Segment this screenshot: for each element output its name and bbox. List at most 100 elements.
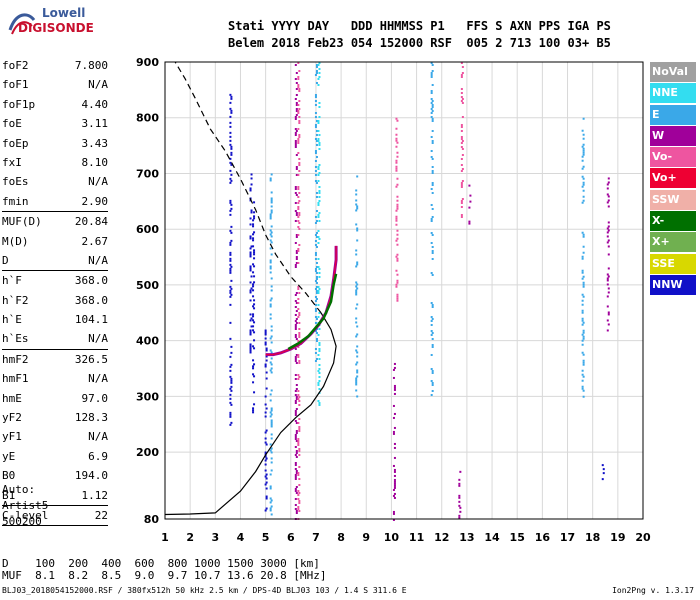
echo-dot	[606, 235, 609, 238]
echo-dot	[355, 253, 358, 256]
echo-dot	[270, 469, 273, 472]
echo-dot	[250, 183, 253, 186]
echo-dot	[318, 404, 321, 406]
echo-dot	[230, 231, 233, 234]
echo-dot	[270, 191, 273, 194]
echo-dot	[356, 263, 359, 266]
logo-text-digisonde: DIGISONDE	[18, 21, 94, 35]
echo-dot	[468, 184, 471, 187]
echo-dot	[315, 156, 318, 158]
echo-dot	[607, 291, 610, 294]
echo-dot	[249, 255, 252, 258]
echo-dot	[230, 239, 233, 242]
echo-dot	[298, 328, 301, 330]
echo-dot	[430, 368, 433, 370]
echo-dot	[395, 217, 398, 220]
echo-dot	[317, 290, 320, 292]
echo-dot	[393, 492, 396, 495]
echo-dot	[230, 293, 233, 296]
echo-dot	[461, 66, 464, 68]
param-row-g3-3: h`Es N/A	[2, 329, 108, 348]
echo-dot	[269, 305, 272, 308]
echo-dot	[249, 217, 252, 220]
param-value: 194.0	[74, 469, 108, 483]
echo-dot	[297, 234, 300, 236]
echo-dot	[606, 231, 609, 234]
echo-dot	[393, 412, 396, 415]
echo-dot	[269, 487, 272, 490]
echo-dot	[318, 268, 321, 270]
echo-dot	[607, 287, 610, 290]
echo-dot	[392, 512, 395, 515]
echo-dot	[294, 436, 297, 438]
echo-dot	[607, 195, 610, 198]
echo-dot	[396, 141, 399, 144]
echo-dot	[249, 289, 252, 292]
echo-dot	[318, 276, 321, 278]
echo-dot	[318, 238, 321, 240]
echo-dot	[270, 285, 273, 288]
legend-item-ssw: SSW	[650, 189, 696, 210]
echo-dot	[229, 401, 232, 404]
echo-dot	[252, 237, 255, 240]
echo-dot	[294, 462, 297, 464]
echo-dot	[294, 394, 297, 396]
echo-dot	[252, 407, 255, 410]
echo-dot	[315, 276, 318, 278]
echo-dot	[315, 66, 318, 68]
param-name: h`E	[2, 313, 22, 327]
echo-dot	[581, 373, 584, 376]
echo-dot	[606, 305, 609, 308]
echo-dot	[294, 242, 297, 244]
echo-dot	[582, 363, 585, 366]
echo-dot	[298, 454, 301, 456]
param-name: MUF(D)	[2, 215, 42, 229]
echo-dot	[393, 480, 396, 483]
echo-dot	[393, 386, 396, 389]
echo-dot	[298, 314, 301, 316]
echo-dot	[298, 362, 301, 364]
echo-dot	[265, 443, 268, 446]
echo-dot	[229, 365, 232, 368]
echo-dot	[430, 302, 433, 304]
legend-item-vominus: Vo-	[650, 147, 696, 168]
echo-dot	[252, 315, 255, 318]
echo-dot	[431, 118, 434, 120]
echo-dot	[298, 120, 301, 122]
echo-dot	[270, 505, 273, 508]
echo-dot	[395, 215, 398, 218]
param-row-g1-1: foF1 N/A	[2, 75, 108, 94]
echo-dot	[269, 299, 272, 302]
x-tick-label: 4	[237, 531, 245, 544]
param-value: 4.40	[81, 97, 109, 111]
echo-dot	[458, 504, 461, 507]
echo-dot	[270, 173, 273, 176]
echo-dot	[294, 464, 297, 466]
echo-dot	[270, 513, 273, 516]
echo-dot	[318, 388, 321, 390]
param-row-g1-6: foEs N/A	[2, 172, 108, 191]
echo-dot	[265, 507, 268, 510]
logo-swoosh-icon	[8, 13, 36, 35]
echo-dot	[581, 369, 584, 372]
echo-dot	[269, 393, 272, 396]
echo-dot	[252, 285, 255, 288]
echo-dot	[355, 377, 358, 380]
echo-dot	[356, 287, 359, 290]
echo-dot	[252, 411, 255, 414]
echo-dot	[392, 416, 395, 419]
echo-dot	[269, 233, 272, 236]
echo-dot	[264, 455, 267, 458]
echo-dot	[253, 299, 256, 302]
echo-dot	[431, 332, 434, 334]
echo-dot	[252, 223, 255, 226]
echo-dot	[460, 96, 463, 98]
echo-dot	[297, 248, 300, 250]
echo-dot	[270, 253, 273, 256]
echo-dot	[356, 361, 359, 364]
echo-dot	[230, 287, 233, 290]
echo-dot	[229, 143, 232, 146]
echo-dot	[297, 138, 300, 140]
echo-dot	[355, 383, 358, 386]
echo-dot	[230, 145, 233, 148]
